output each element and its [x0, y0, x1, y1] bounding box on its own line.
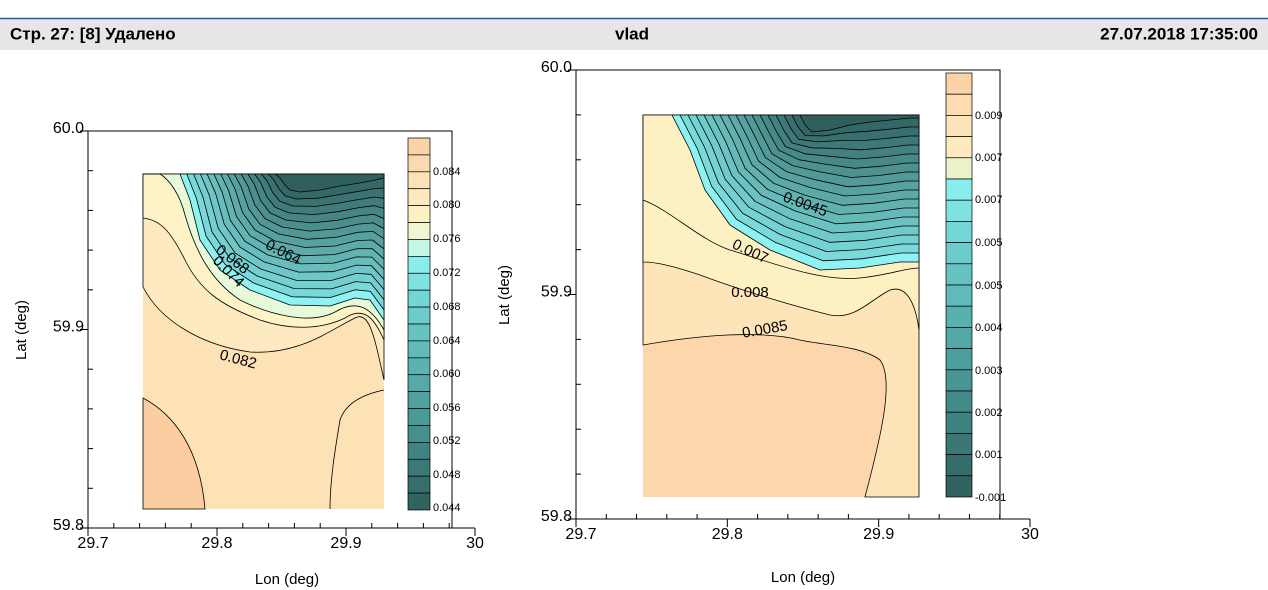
colorbar-band: [945, 475, 973, 498]
colorbar-band: [407, 357, 431, 376]
y-tick-label: 59.9: [541, 284, 572, 301]
colorbar-band: [407, 306, 431, 325]
colorbar-band: [945, 327, 973, 349]
colorbar-band: [945, 348, 973, 371]
x-tick-label: 29.8: [712, 526, 743, 543]
colorbar-label: 0.009: [975, 110, 1003, 122]
x-tick-label: 30: [1021, 526, 1039, 543]
colorbar-band: [407, 458, 431, 477]
colorbar-label: 0.007: [975, 152, 1003, 164]
y-tick-label: 59.8: [53, 517, 84, 534]
colorbar-label: 0.007: [975, 194, 1003, 206]
contour-band: [799, 114, 920, 133]
colorbar-band: [407, 391, 431, 409]
colorbar-band: [945, 242, 973, 265]
x-axis-label: Lon (deg): [255, 571, 319, 588]
colorbar-band: [945, 72, 973, 95]
colorbar-band: [945, 369, 973, 392]
colorbar-band: [407, 222, 431, 240]
colorbar-band: [945, 411, 973, 434]
colorbar-band: [945, 433, 973, 455]
colorbar-label: 0.076: [433, 233, 461, 245]
colorbar-label: 0.044: [433, 502, 461, 514]
x-tick-label: 29.8: [201, 535, 232, 552]
colorbar-band: [945, 115, 973, 137]
x-tick-label: 29.7: [565, 526, 596, 543]
colorbar-band: [945, 284, 973, 307]
colorbar-band: [407, 408, 431, 426]
colorbar-band: [945, 263, 973, 286]
y-axis-label: Lat (deg): [13, 300, 30, 360]
colorbar-band: [407, 492, 431, 511]
colorbar-label: 0.056: [433, 402, 461, 414]
colorbar-label: 0.060: [433, 368, 461, 380]
x-tick-label: 29.9: [330, 535, 361, 552]
colorbar-label: 0.001: [975, 449, 1003, 461]
colorbar-label: 0.004: [975, 322, 1003, 334]
colorbar-band: [407, 289, 431, 308]
colorbar-label: 0.005: [975, 280, 1003, 292]
header-left: Стр. 27: [8] Удалено: [10, 24, 176, 43]
colorbar-band: [407, 323, 431, 342]
colorbar-band: [407, 205, 431, 223]
colorbar-band: [407, 340, 431, 359]
colorbar-band: [407, 425, 431, 443]
colorbar-band: [407, 154, 431, 173]
colorbar-band: [407, 475, 431, 494]
x-axis-label: Lon (deg): [771, 569, 835, 586]
colorbar-band: [407, 188, 431, 206]
colorbar-band: [407, 137, 431, 156]
x-tick-label: 29.9: [863, 526, 894, 543]
colorbar-label: 0.048: [433, 469, 461, 481]
header-date: 27.07.2018 17:35:00: [1100, 24, 1258, 43]
colorbar-band: [945, 390, 973, 413]
colorbar-label: 0.068: [433, 301, 461, 313]
colorbar-label: 0.084: [433, 166, 461, 178]
contour-fill-left: [142, 173, 385, 510]
colorbar-band: [945, 454, 973, 477]
x-tick-label: 29.7: [77, 535, 108, 552]
colorbar-band: [407, 256, 431, 274]
colorbar-band: [407, 272, 431, 291]
colorbar-label: 0.003: [975, 365, 1003, 377]
header-bar: [0, 18, 1268, 50]
colorbar-band: [945, 199, 973, 222]
y-axis-label: Lat (deg): [496, 265, 513, 325]
contour-band: [274, 173, 385, 193]
x-tick-label: 30: [466, 535, 484, 552]
colorbar-label: 0.052: [433, 435, 461, 447]
y-tick-label: 59.9: [53, 319, 84, 336]
colorbar-label: 0.005: [975, 237, 1003, 249]
colorbar-label: 0.080: [433, 199, 461, 211]
colorbar-band: [945, 305, 973, 328]
colorbar-label: 0.072: [433, 267, 461, 279]
colorbar-band: [945, 178, 973, 201]
colorbar-band: [945, 136, 973, 159]
contour-fill-right: [642, 114, 920, 498]
colorbar-band: [407, 374, 431, 392]
colorbar-band: [945, 157, 973, 180]
colorbar-band: [407, 171, 431, 190]
colorbar-band: [945, 221, 973, 243]
header-author: vlad: [615, 24, 649, 43]
y-tick-label: 59.8: [541, 508, 572, 525]
y-tick-label: 60.0: [541, 59, 572, 76]
y-tick-label: 60.0: [53, 120, 84, 137]
colorbar-band: [945, 93, 973, 116]
colorbar-label: 0.064: [433, 335, 461, 347]
contour-label: 0.008: [731, 284, 769, 301]
colorbar-band: [407, 239, 431, 257]
colorbar-label: -0.001: [975, 492, 1006, 504]
colorbar-band: [407, 442, 431, 460]
colorbar-label: 0.002: [975, 407, 1003, 419]
